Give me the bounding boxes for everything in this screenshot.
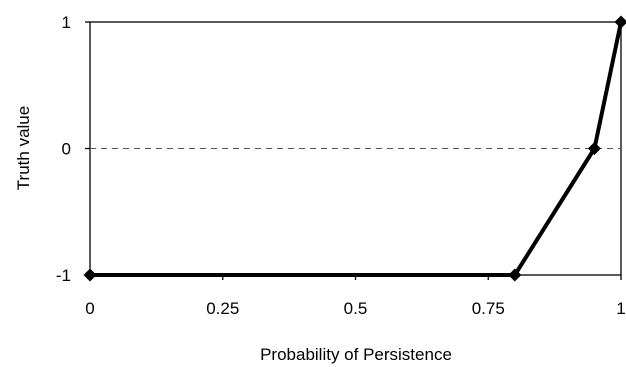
series-layer <box>83 15 626 282</box>
x-tick-label: 0.25 <box>206 299 239 318</box>
data-point <box>614 15 626 29</box>
y-tick-label: 0 <box>62 140 71 159</box>
x-tick-label: 0.75 <box>472 299 505 318</box>
x-tick-label: 0.5 <box>344 299 368 318</box>
data-point <box>587 142 601 155</box>
series-line <box>90 21 623 277</box>
x-axis-title: Probability of Persistence <box>260 345 452 364</box>
data-point <box>508 268 522 282</box>
x-tick-label: 0 <box>85 299 94 318</box>
x-tick-label: 1 <box>616 299 625 318</box>
y-axis: -1 0 1 <box>56 13 90 285</box>
y-tick-label: 1 <box>62 13 71 32</box>
y-axis-title: Truth value <box>14 106 33 190</box>
y-tick-label: -1 <box>56 266 71 285</box>
x-axis: 0 0.25 0.5 0.75 1 <box>85 275 626 318</box>
data-point <box>83 268 97 282</box>
